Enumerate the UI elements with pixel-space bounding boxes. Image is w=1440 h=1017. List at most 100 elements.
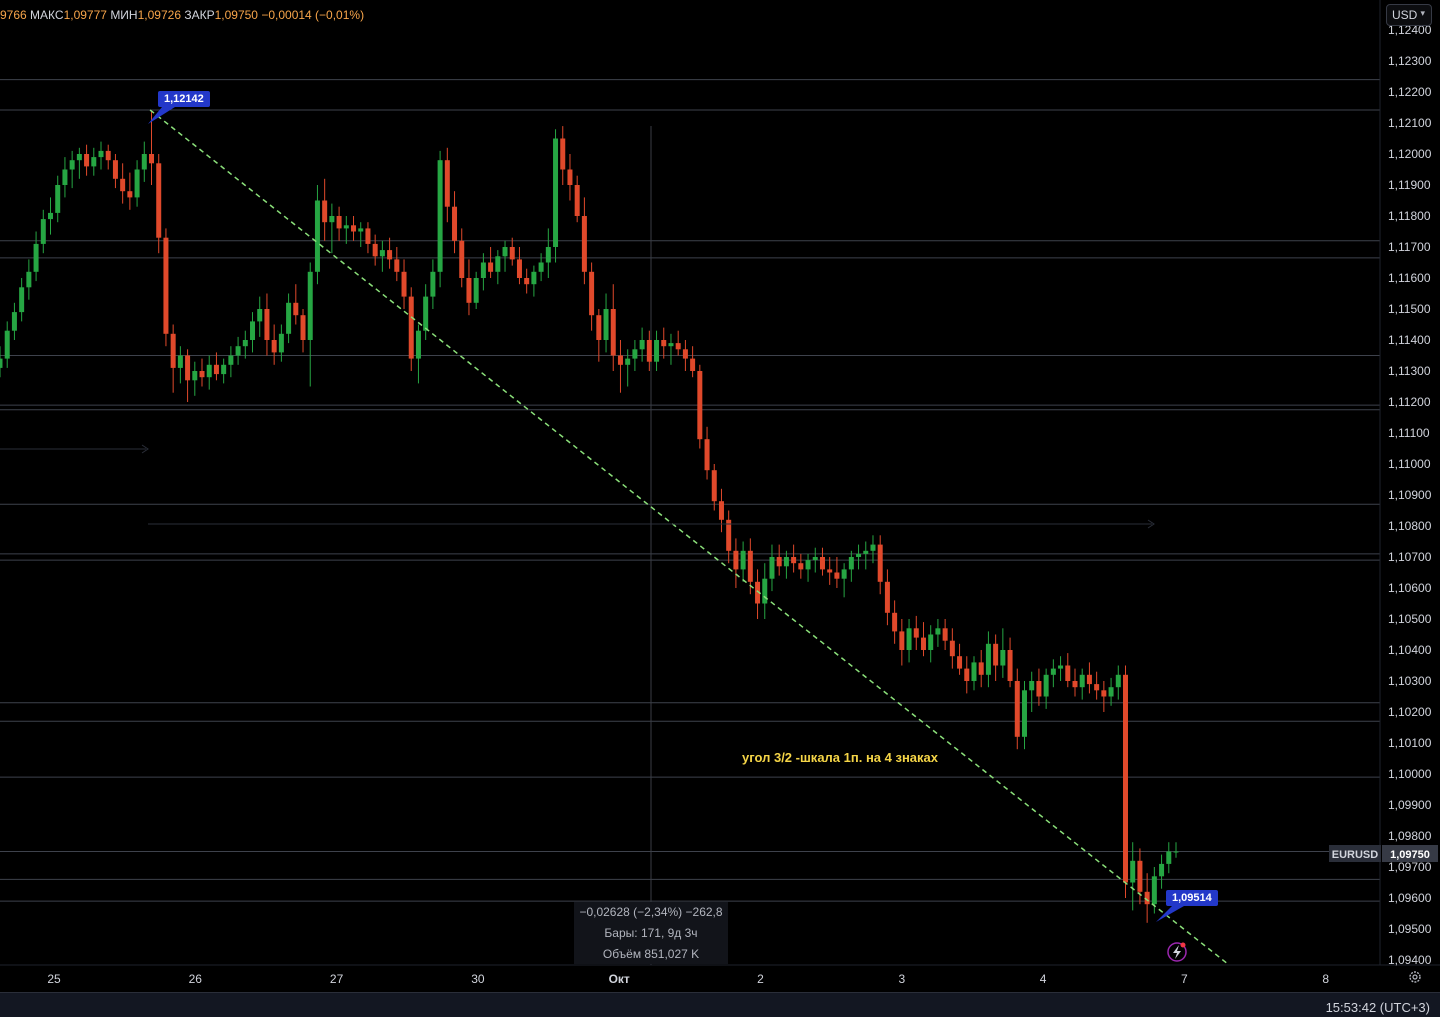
time-tick-label: 3 (898, 972, 905, 986)
candle-body (589, 271, 595, 316)
candle-body (812, 557, 818, 561)
price-tick-label: 1,10100 (1388, 736, 1432, 750)
candle-body (213, 364, 219, 375)
candle-body (971, 662, 977, 681)
candle-body (192, 371, 198, 381)
price-tick-label: 1,12100 (1388, 116, 1432, 130)
candle-body (892, 612, 898, 632)
price-tick-label: 1,10000 (1388, 767, 1432, 781)
candle-body (1115, 674, 1121, 688)
candle-body (906, 628, 912, 650)
candle-body (62, 169, 68, 185)
candle-body (1130, 860, 1136, 883)
price-tick-label: 1,11500 (1388, 302, 1431, 316)
candle-body (40, 219, 46, 244)
candle-body (639, 340, 645, 350)
candle-body (55, 185, 61, 213)
price-tick-label: 1,10400 (1388, 643, 1432, 657)
ohlc-header: 9766 МАКС1,09777 МИН1,09726 ЗАКР1,09750 … (0, 8, 364, 22)
candle-body (199, 371, 205, 378)
candle-body (76, 154, 82, 161)
candle-body (957, 656, 963, 669)
time-tick-label: 25 (47, 972, 61, 986)
candle-body (149, 154, 155, 164)
candle-body (459, 240, 465, 278)
candle-body (430, 271, 436, 297)
candle-body (1021, 690, 1027, 737)
candle-body (834, 572, 840, 579)
candle-body (798, 563, 804, 570)
candle-body (257, 309, 263, 322)
high-label: МАКС (30, 8, 64, 22)
candle-body (1122, 674, 1128, 883)
close-label: ЗАКР (184, 8, 215, 22)
candle-body (718, 501, 724, 520)
price-tick-label: 1,11000 (1388, 457, 1431, 471)
candle-body (610, 309, 616, 356)
price-tick-label: 1,10600 (1388, 581, 1432, 595)
flash-icon[interactable] (1167, 942, 1187, 962)
candle-body (993, 643, 999, 666)
candle-body (307, 271, 313, 340)
candle-body (120, 178, 126, 192)
trendline[interactable] (149, 109, 1228, 964)
candle-body (791, 557, 797, 564)
candle-body (1058, 665, 1064, 669)
candle-body (740, 550, 746, 570)
gear-icon[interactable] (1408, 970, 1422, 984)
price-tick-label: 1,09400 (1388, 953, 1432, 967)
candle-body (964, 668, 970, 681)
candle-body (1072, 681, 1078, 688)
candle-body (985, 643, 991, 675)
candle-body (250, 321, 256, 340)
candle-body (913, 628, 919, 638)
candle-body (134, 169, 140, 198)
time-tick-label: Окт (609, 972, 630, 986)
candle-body (358, 228, 364, 232)
candle-body (545, 247, 551, 263)
candle-body (322, 200, 328, 223)
price-tick-label: 1,12400 (1388, 23, 1432, 37)
candle-body (654, 340, 660, 362)
candle-body (726, 519, 732, 551)
candle-body (0, 358, 3, 368)
horizontal-levels[interactable] (0, 79, 1380, 902)
annotation-text[interactable]: угол 3/2 -шкала 1п. на 4 знаках (742, 750, 938, 765)
candle-body (466, 278, 472, 303)
currency-select[interactable]: USD ▾ (1386, 4, 1432, 26)
price-tick-label: 1,12000 (1388, 147, 1432, 161)
time-axis[interactable]: 25 26 27 30 Окт 2 3 4 7 8 (47, 972, 1329, 986)
candle-body (91, 157, 97, 167)
price-tick-label: 1,11200 (1388, 395, 1431, 409)
candle-body (711, 470, 717, 502)
price-tick-label: 1,10300 (1388, 674, 1432, 688)
candle-body (163, 237, 169, 334)
candle-body (278, 333, 284, 353)
tag-low[interactable]: 1,09514 (1166, 890, 1218, 906)
candle-body (524, 278, 530, 285)
candle-body (870, 544, 876, 551)
candle-body (848, 557, 854, 570)
candle-body (863, 550, 869, 554)
price-axis[interactable]: 1,12400 1,12300 1,12200 1,12100 1,12000 1,119… (1388, 23, 1432, 967)
price-tick-label: 1,10700 (1388, 550, 1432, 564)
price-tick-label: 1,10900 (1388, 488, 1432, 502)
price-tick-label: 1,10200 (1388, 705, 1432, 719)
candle-body (935, 628, 941, 635)
tag-high[interactable]: 1,12142 (158, 91, 210, 107)
time-tick-label: 7 (1181, 972, 1188, 986)
candle-body (762, 578, 768, 604)
clock[interactable]: 15:53:42 (UTC+3) (1325, 1000, 1430, 1015)
candle-body (1159, 863, 1165, 877)
ray-arrows[interactable] (0, 444, 1155, 529)
candle-body (1050, 668, 1056, 675)
candle-body (19, 287, 25, 313)
candle-body (365, 228, 371, 244)
candle-body (314, 200, 320, 272)
price-tick-label: 1,09700 (1388, 860, 1432, 874)
candle-body (488, 262, 494, 272)
candle-body (769, 557, 775, 579)
close-value: 1,09750 (214, 8, 258, 22)
candle-body (480, 262, 486, 278)
